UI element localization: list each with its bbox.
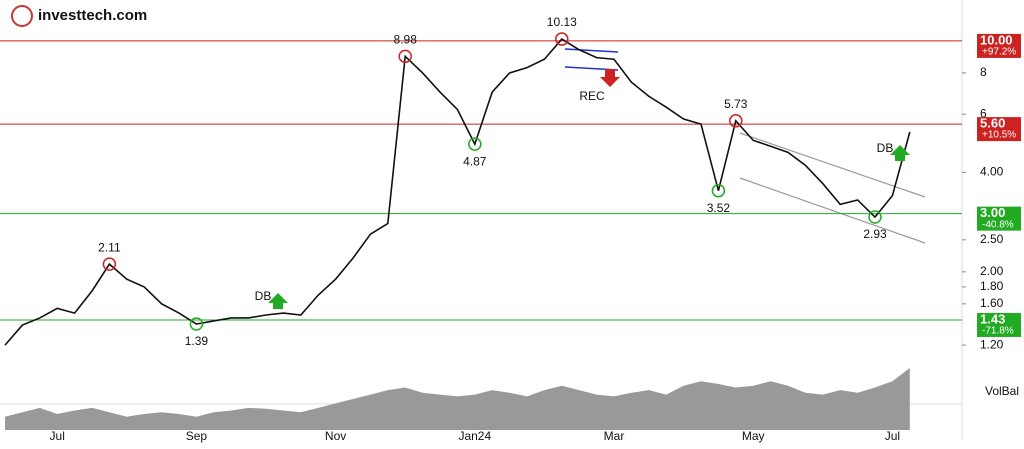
level-label: 5.60 bbox=[980, 116, 1005, 131]
x-tick-label: Jul bbox=[885, 429, 900, 443]
channel-line bbox=[739, 177, 926, 244]
pivot-label: 2.11 bbox=[98, 240, 121, 254]
x-tick-label: Jul bbox=[50, 429, 65, 443]
pivot-marker bbox=[468, 137, 482, 151]
x-tick-label: Sep bbox=[186, 429, 208, 443]
pivot-label: 5.73 bbox=[724, 97, 748, 111]
volume-area bbox=[5, 368, 910, 430]
y-tick-label: 1.80 bbox=[980, 279, 1004, 293]
pattern-arrow bbox=[600, 69, 620, 87]
level-box bbox=[977, 117, 1021, 142]
pivot-marker bbox=[711, 183, 726, 198]
pivot-label: 1.39 bbox=[185, 334, 209, 348]
pattern-arrow bbox=[890, 145, 910, 161]
pattern-label: DB bbox=[877, 141, 894, 155]
y-tick-label: 1.60 bbox=[980, 296, 1004, 310]
pattern-arrow bbox=[268, 293, 288, 309]
pivot-marker bbox=[555, 32, 569, 46]
level-box bbox=[977, 206, 1021, 231]
logo: investtech.com bbox=[38, 7, 147, 24]
logo-icon bbox=[11, 5, 33, 27]
x-tick-label: Jan24 bbox=[458, 429, 491, 443]
level-label: 3.00 bbox=[980, 205, 1005, 220]
pivot-label: 8.98 bbox=[394, 33, 418, 47]
y-tick-label: 2.50 bbox=[980, 232, 1004, 246]
pivot-marker bbox=[868, 210, 882, 224]
pivot-marker bbox=[398, 49, 412, 64]
pivot-marker bbox=[102, 257, 117, 271]
level-change: +97.2% bbox=[982, 47, 1016, 58]
level-label: 10.00 bbox=[980, 32, 1013, 47]
level-box bbox=[977, 33, 1021, 58]
x-tick-label: May bbox=[742, 429, 765, 443]
x-tick-label: Nov bbox=[325, 429, 346, 443]
level-label: 1.43 bbox=[980, 311, 1005, 326]
y-tick-label: 4.00 bbox=[980, 165, 1004, 179]
y-tick-label: 2.00 bbox=[980, 264, 1004, 278]
level-change: -71.8% bbox=[982, 326, 1014, 337]
y-tick-label: 6 bbox=[980, 106, 987, 120]
pattern-label: DB bbox=[255, 289, 272, 303]
pivot-marker bbox=[189, 317, 204, 331]
y-tick-label: 1.20 bbox=[980, 337, 1004, 351]
level-box bbox=[977, 312, 1021, 337]
pivot-marker bbox=[729, 114, 743, 128]
level-change: +10.5% bbox=[982, 130, 1016, 141]
pattern-label: REC bbox=[579, 89, 605, 103]
pivot-label: 2.93 bbox=[863, 227, 887, 241]
volume-label: VolBal bbox=[985, 384, 1019, 398]
pivot-label: 10.13 bbox=[547, 15, 577, 29]
price-line bbox=[4, 38, 911, 346]
y-tick-label: 8 bbox=[980, 65, 987, 79]
pivot-label: 4.87 bbox=[463, 154, 487, 168]
pivot-label: 3.52 bbox=[707, 201, 731, 215]
x-tick-label: Mar bbox=[604, 429, 625, 443]
level-change: -40.8% bbox=[982, 219, 1014, 230]
rectangle-line bbox=[564, 48, 619, 53]
